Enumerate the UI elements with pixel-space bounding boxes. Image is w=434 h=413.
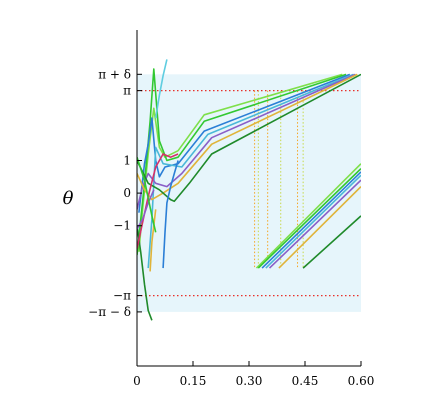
y-tick-label-1: π [123, 84, 131, 98]
series-11-line [149, 209, 157, 272]
series-2-line-2 [261, 171, 361, 269]
series-2-line [138, 73, 351, 213]
series-4-line-2 [268, 179, 361, 269]
y-tick-label-2: 1 [123, 153, 131, 167]
y-tick-label-0: π + δ [98, 67, 131, 81]
series-3-line-2 [265, 174, 361, 269]
y-tick-label-5: −π [113, 289, 131, 303]
x-tick-label-1: 0.15 [180, 374, 207, 388]
x-tick-label-0: 0 [133, 374, 141, 388]
series-0-line-2 [255, 163, 361, 269]
series-8-line [162, 160, 179, 269]
shaded-region [137, 74, 361, 312]
x-tick-label-2: 0.30 [236, 374, 263, 388]
series-1-line-2 [257, 168, 361, 269]
x-tick-label-3: 0.45 [292, 374, 319, 388]
y-axis-label: θ [63, 188, 74, 209]
series-4-line [137, 73, 356, 210]
series-7-line [137, 153, 179, 249]
x-tick-label-4: 0.60 [348, 374, 375, 388]
series-5-line-2 [278, 186, 361, 269]
series-10-line [137, 189, 155, 230]
y-tick-label-4: −1 [113, 219, 131, 233]
series-6-line-2 [137, 73, 361, 203]
series-9-line [154, 59, 168, 119]
series-1-line [137, 68, 347, 256]
series-12-line [137, 156, 157, 233]
series-6-line-3 [302, 215, 361, 269]
series-6-line [137, 225, 153, 321]
y-tick-label-6: −π − δ [88, 305, 131, 319]
y-tick-label-3: 0 [123, 186, 131, 200]
